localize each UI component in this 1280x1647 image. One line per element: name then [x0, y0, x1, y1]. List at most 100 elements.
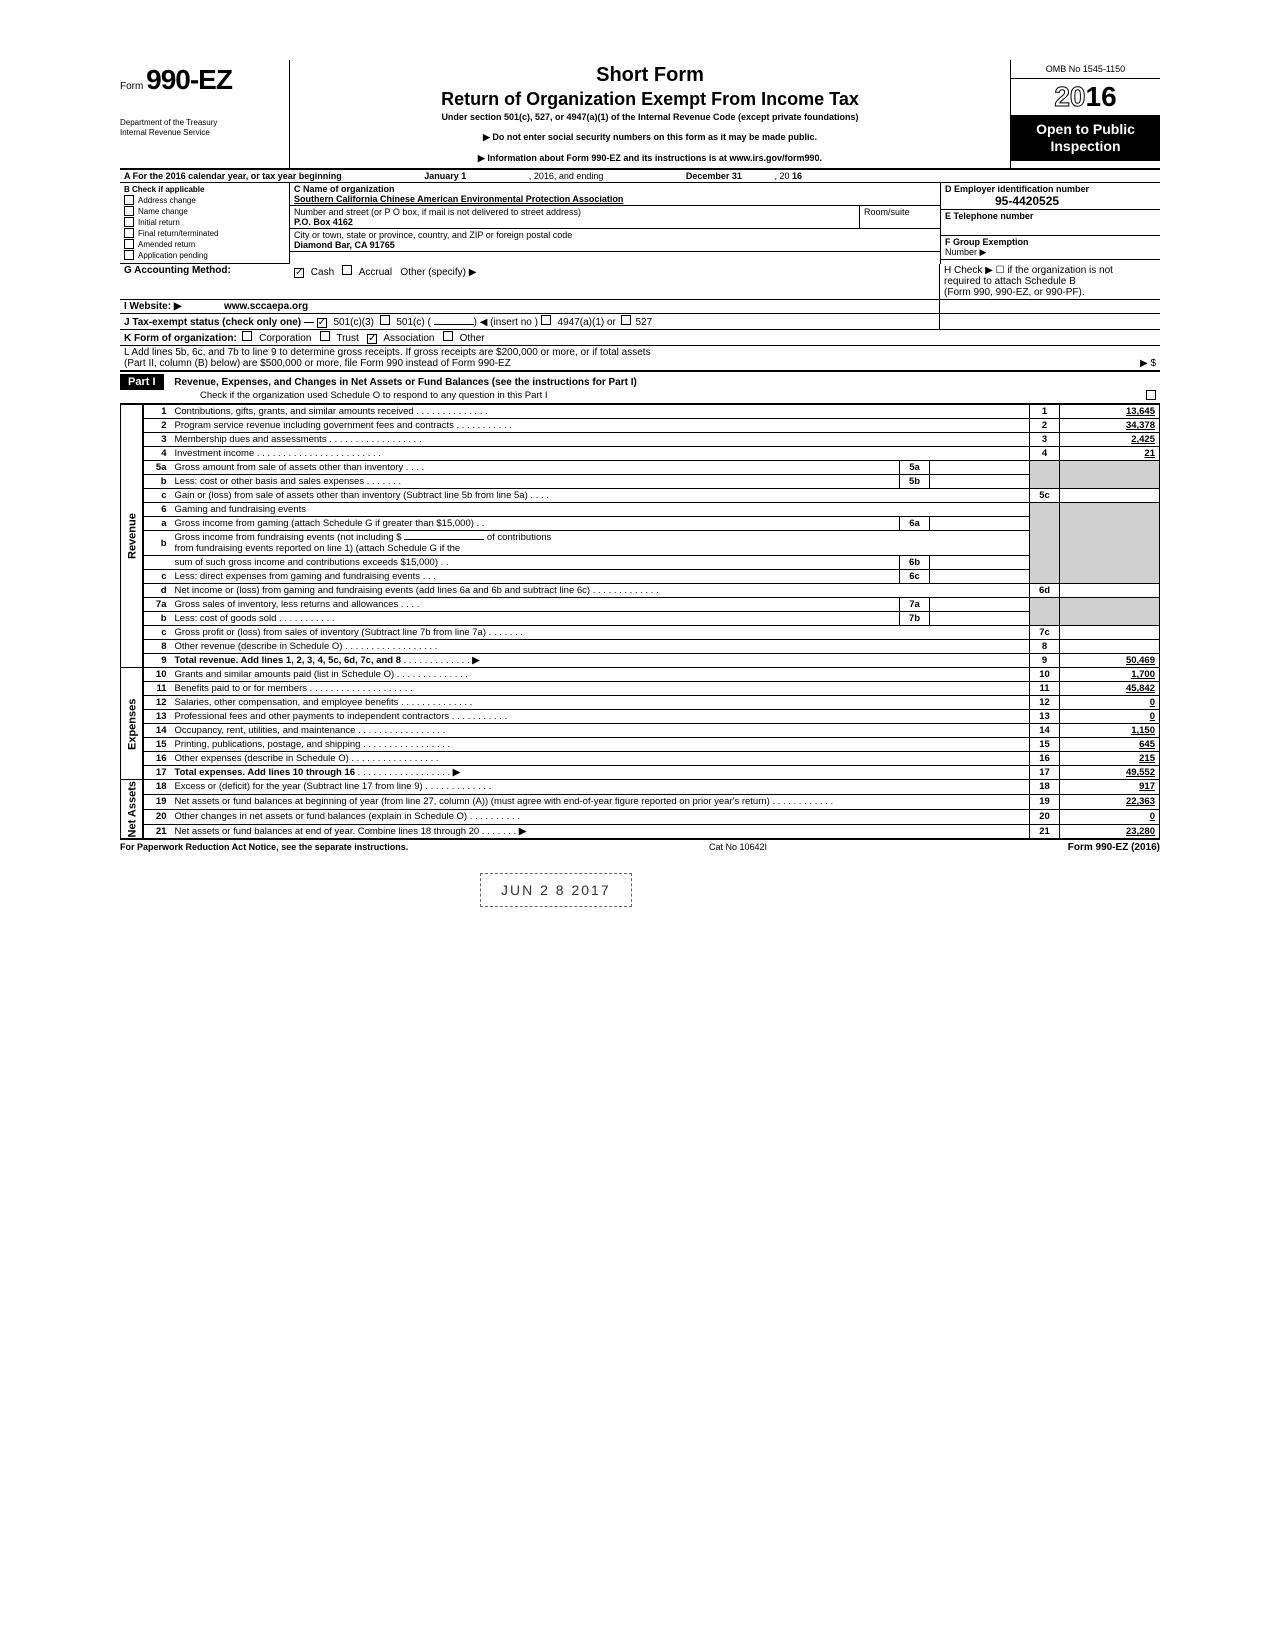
cb-corporation[interactable]: [242, 331, 252, 341]
cb-name-change[interactable]: [124, 206, 134, 216]
l1-fno: 1: [1030, 405, 1060, 419]
l-text2: (Part II, column (B) below) are $500,000…: [124, 358, 511, 369]
l8-desc: Other revenue (describe in Schedule O): [175, 641, 343, 652]
cb-527[interactable]: [621, 315, 631, 325]
subtitle: Under section 501(c), 527, or 4947(a)(1)…: [300, 112, 1000, 122]
ein: 95-4420525: [995, 194, 1059, 208]
cb-other-org[interactable]: [443, 331, 453, 341]
l-arrow: ▶ $: [1140, 358, 1156, 369]
cb-initial-return[interactable]: [124, 217, 134, 227]
g-accrual: Accrual: [359, 267, 392, 278]
j-4947: 4947(a)(1) or: [558, 317, 616, 328]
l7b-no: b: [143, 612, 171, 626]
l21-fno: 21: [1030, 824, 1060, 839]
lines-table: Revenue 1 Contributions, gifts, grants, …: [120, 404, 1160, 839]
revenue-label: Revenue: [121, 405, 143, 668]
return-title: Return of Organization Exempt From Incom…: [300, 89, 1000, 110]
l12-fno: 12: [1030, 696, 1060, 710]
l2-desc: Program service revenue including govern…: [175, 420, 454, 431]
cb-application-pending[interactable]: [124, 250, 134, 260]
l6c-desc: Less: direct expenses from gaming and fu…: [175, 571, 421, 582]
l9-val: 50,469: [1060, 654, 1160, 668]
l13-val: 0: [1060, 710, 1160, 724]
cb-label-2: Initial return: [138, 218, 180, 227]
l19-no: 19: [143, 794, 171, 809]
cb-final-return[interactable]: [124, 228, 134, 238]
cb-cash[interactable]: [294, 268, 304, 278]
l-text1: L Add lines 5b, 6c, and 7b to line 9 to …: [124, 347, 1156, 358]
l20-val: 0: [1060, 809, 1160, 824]
l7a-sub: 7a: [900, 598, 930, 612]
tax-year: 2016: [1011, 79, 1160, 115]
l15-no: 15: [143, 738, 171, 752]
l6-desc: Gaming and fundraising events: [175, 504, 307, 515]
i-label: I Website: ▶: [124, 301, 182, 312]
l19-desc: Net assets or fund balances at beginning…: [175, 796, 770, 807]
l21-val: 23,280: [1060, 824, 1160, 839]
l7c-val: [1060, 626, 1160, 640]
info-block: B Check if applicable Address change Nam…: [120, 183, 1160, 264]
l7b-subval: [930, 612, 1030, 626]
l6a-subval: [930, 517, 1030, 531]
l19-fno: 19: [1030, 794, 1060, 809]
l6b-desc: Gross income from fundraising events (no…: [175, 532, 402, 543]
l5a-desc: Gross amount from sale of assets other t…: [175, 462, 404, 473]
cb-amended-return[interactable]: [124, 239, 134, 249]
part1-header-row: Part I Revenue, Expenses, and Changes in…: [120, 370, 1160, 404]
j-insert: ) ◀ (insert no ): [474, 317, 538, 328]
right-header-block: OMB No 1545-1150 2016 Open to Public Ins…: [1010, 60, 1160, 168]
year-suffix: 16: [1086, 81, 1117, 112]
l4-val: 21: [1060, 447, 1160, 461]
f-label: F Group Exemption: [945, 237, 1029, 247]
omb-number: OMB No 1545-1150: [1011, 60, 1160, 79]
instruction-2: ▶ Information about Form 990-EZ and its …: [300, 153, 1000, 164]
j-label: J Tax-exempt status (check only one) —: [124, 317, 314, 328]
j-row: J Tax-exempt status (check only one) — 5…: [120, 314, 1160, 330]
k-trust: Trust: [336, 333, 358, 344]
cb-501c[interactable]: [380, 315, 390, 325]
footer-center: Cat No 10642I: [709, 842, 767, 853]
part1-label: Part I: [120, 374, 164, 390]
part1-check-text: Check if the organization used Schedule …: [200, 390, 548, 401]
l6-no: 6: [143, 503, 171, 517]
i-row: I Website: ▶ www.sccaepa.org: [120, 300, 1160, 314]
l7a-subval: [930, 598, 1030, 612]
l1-val: 13,645: [1060, 405, 1160, 419]
cb-accrual[interactable]: [342, 265, 352, 275]
j-501c3: 501(c)(3): [333, 317, 374, 328]
cb-4947[interactable]: [541, 315, 551, 325]
l19-val: 22,363: [1060, 794, 1160, 809]
l2-no: 2: [143, 419, 171, 433]
dept-line1: Department of the Treasury: [120, 118, 283, 128]
h-label3: (Form 990, 990-EZ, or 990-PF).: [944, 287, 1156, 298]
l6b-desc3: from fundraising events reported on line…: [175, 543, 461, 554]
open-line1: Open to Public: [1015, 121, 1156, 138]
part1-title: Revenue, Expenses, and Changes in Net As…: [174, 377, 637, 388]
l5a-subval: [930, 461, 1030, 475]
form-header: Form 990-EZ Department of the Treasury I…: [120, 60, 1160, 170]
l5b-desc: Less: cost or other basis and sales expe…: [175, 476, 365, 487]
expenses-label: Expenses: [121, 668, 143, 780]
instruction-1: ▶ Do not enter social security numbers o…: [300, 132, 1000, 143]
date-stamp: JUN 2 8 2017: [480, 873, 632, 907]
l11-val: 45,842: [1060, 682, 1160, 696]
cb-schedule-o[interactable]: [1146, 390, 1156, 400]
l14-fno: 14: [1030, 724, 1060, 738]
l2-val: 34,378: [1060, 419, 1160, 433]
l16-desc: Other expenses (describe in Schedule O): [175, 753, 349, 764]
cb-address-change[interactable]: [124, 195, 134, 205]
c-label: C Name of organization: [294, 184, 395, 194]
cb-501c3[interactable]: [317, 318, 327, 328]
cb-association[interactable]: [367, 334, 377, 344]
l6c-sub: 6c: [900, 570, 930, 584]
l18-fno: 18: [1030, 780, 1060, 795]
l13-no: 13: [143, 710, 171, 724]
cb-trust[interactable]: [320, 331, 330, 341]
l4-desc: Investment income: [175, 448, 255, 459]
l16-val: 215: [1060, 752, 1160, 766]
l6b-no: b: [143, 531, 171, 556]
form-number: 990-EZ: [146, 64, 232, 95]
l6c-no: c: [143, 570, 171, 584]
l15-desc: Printing, publications, postage, and shi…: [175, 739, 361, 750]
l13-fno: 13: [1030, 710, 1060, 724]
